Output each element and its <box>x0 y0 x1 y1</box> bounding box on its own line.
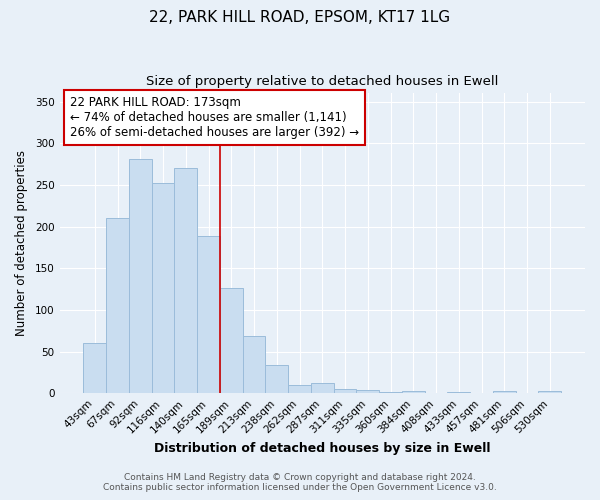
Bar <box>242 336 265 394</box>
Text: Contains HM Land Registry data © Crown copyright and database right 2024.
Contai: Contains HM Land Registry data © Crown c… <box>103 473 497 492</box>
Bar <box>265 365 288 394</box>
Bar <box>402 391 425 394</box>
Bar <box>152 184 175 394</box>
Bar <box>83 344 106 394</box>
Bar <box>311 382 334 394</box>
Bar <box>379 392 402 394</box>
Bar <box>220 288 242 394</box>
Bar <box>197 236 220 394</box>
Bar <box>129 159 152 394</box>
Bar <box>448 392 470 394</box>
Bar <box>538 391 561 394</box>
Bar <box>493 391 515 394</box>
Bar <box>106 218 129 394</box>
Text: 22 PARK HILL ROAD: 173sqm
← 74% of detached houses are smaller (1,141)
26% of se: 22 PARK HILL ROAD: 173sqm ← 74% of detac… <box>70 96 359 140</box>
Bar <box>515 392 538 394</box>
Bar <box>175 168 197 394</box>
X-axis label: Distribution of detached houses by size in Ewell: Distribution of detached houses by size … <box>154 442 491 455</box>
Text: 22, PARK HILL ROAD, EPSOM, KT17 1LG: 22, PARK HILL ROAD, EPSOM, KT17 1LG <box>149 10 451 25</box>
Title: Size of property relative to detached houses in Ewell: Size of property relative to detached ho… <box>146 75 499 88</box>
Bar <box>288 385 311 394</box>
Bar <box>334 389 356 394</box>
Y-axis label: Number of detached properties: Number of detached properties <box>15 150 28 336</box>
Bar <box>356 390 379 394</box>
